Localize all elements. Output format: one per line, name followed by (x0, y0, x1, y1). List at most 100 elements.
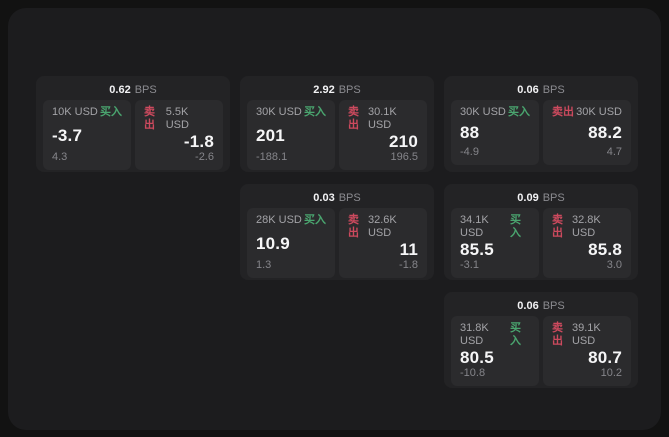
buy-amount: 31.8K USD (460, 322, 489, 347)
buy-tile[interactable]: 31.8K USD 买入 80.5 -10.8 (451, 316, 539, 386)
quote-card-body: 30K USD 买入 88 -4.9 卖出 30K USD 88.2 4.7 (451, 100, 631, 165)
bps-value: 2.92 (313, 84, 335, 96)
sell-amount: 39.1K USD (571, 322, 601, 347)
bps-value: 0.03 (313, 192, 335, 204)
buy-tile[interactable]: 34.1K USD 买入 85.5 -3.1 (451, 208, 539, 278)
buy-sub-value: -3.1 (460, 259, 479, 271)
bps-header: 2.92 BPS (247, 81, 427, 100)
bps-header: 0.62 BPS (43, 81, 223, 100)
buy-label: 买入 (304, 214, 326, 226)
bps-value: 0.09 (517, 192, 539, 204)
sell-amount: 30K USD (576, 106, 622, 118)
sell-price: 11 (399, 240, 418, 259)
sell-tile[interactable]: 卖出 30.1K USD 210 196.5 (339, 100, 427, 170)
sell-price: 80.7 (588, 348, 622, 367)
sell-amount: 30.1K USD (367, 106, 397, 131)
sell-sub-value: 4.7 (606, 146, 622, 158)
buy-price: 88 (460, 123, 480, 142)
sell-label: 卖出 (552, 106, 574, 118)
bps-value: 0.62 (109, 84, 131, 96)
bps-header: 0.09 BPS (451, 189, 631, 208)
bps-value: 0.06 (517, 300, 539, 312)
buy-tile[interactable]: 28K USD 买入 10.9 1.3 (247, 208, 335, 278)
buy-tile[interactable]: 30K USD 买入 201 -188.1 (247, 100, 335, 170)
sell-label: 卖出 (552, 214, 563, 239)
sell-tile[interactable]: 卖出 5.5K USD -1.8 -2.6 (135, 100, 223, 170)
buy-price: 85.5 (460, 240, 494, 259)
quote-card: 0.62 BPS 10K USD 买入 -3.7 4.3 卖出 (36, 76, 230, 172)
buy-tile-top: 31.8K USD 买入 (460, 322, 530, 348)
sell-tile-top: 卖出 5.5K USD (144, 106, 214, 132)
buy-price: 201 (256, 125, 285, 145)
quote-card-body: 10K USD 买入 -3.7 4.3 卖出 5.5K USD -1.8 -2.… (43, 100, 223, 170)
buy-tile-top: 10K USD 买入 (52, 106, 122, 119)
sell-tile[interactable]: 卖出 30K USD 88.2 4.7 (543, 100, 631, 165)
sell-sub-value: 3.0 (606, 259, 622, 271)
quote-card-body: 28K USD 买入 10.9 1.3 卖出 32.6K USD 11 -1.8 (247, 208, 427, 278)
buy-tile[interactable]: 30K USD 买入 88 -4.9 (451, 100, 539, 165)
bps-unit: BPS (542, 84, 565, 96)
sell-label: 卖出 (552, 322, 563, 347)
quote-card-grid: 0.62 BPS 10K USD 买入 -3.7 4.3 卖出 (36, 76, 638, 388)
buy-sub-value: 1.3 (256, 259, 272, 271)
bps-unit: BPS (542, 192, 565, 204)
bps-unit: BPS (338, 192, 361, 204)
sell-label: 卖出 (348, 214, 359, 239)
buy-sub-value: -4.9 (460, 146, 479, 158)
buy-amount: 10K USD (52, 106, 98, 118)
buy-tile-top: 30K USD 买入 (256, 106, 326, 119)
buy-label: 买入 (100, 106, 122, 118)
buy-label: 买入 (510, 322, 522, 347)
sell-amount: 5.5K USD (165, 106, 189, 131)
sell-tile[interactable]: 卖出 39.1K USD 80.7 10.2 (543, 316, 631, 386)
buy-tile-top: 30K USD 买入 (460, 106, 530, 119)
bps-header: 0.06 BPS (451, 81, 631, 100)
buy-tile-top: 34.1K USD 买入 (460, 214, 530, 240)
buy-amount: 28K USD (256, 214, 302, 226)
quote-card: 0.03 BPS 28K USD 买入 10.9 1.3 卖出 (240, 184, 434, 280)
buy-amount: 34.1K USD (460, 214, 489, 239)
bps-unit: BPS (134, 84, 157, 96)
sell-sub-value: 196.5 (390, 151, 418, 163)
quote-card-body: 34.1K USD 买入 85.5 -3.1 卖出 32.8K USD 85.8… (451, 208, 631, 278)
main-panel: 0.62 BPS 10K USD 买入 -3.7 4.3 卖出 (8, 8, 661, 430)
sell-tile-top: 卖出 39.1K USD (552, 322, 622, 348)
sell-price: 210 (389, 132, 418, 151)
buy-price: 80.5 (460, 348, 494, 367)
buy-price: -3.7 (52, 125, 83, 145)
buy-label: 买入 (510, 214, 522, 239)
sell-tile-top: 卖出 30.1K USD (348, 106, 418, 132)
sell-label: 卖出 (144, 106, 155, 131)
bps-value: 0.06 (517, 84, 539, 96)
bps-unit: BPS (542, 300, 565, 312)
sell-sub-value: -1.8 (399, 259, 418, 271)
sell-sub-value: -2.6 (195, 151, 214, 163)
buy-sub-value: -188.1 (256, 151, 288, 163)
sell-price: 85.8 (588, 240, 622, 259)
buy-amount: 30K USD (256, 106, 302, 118)
sell-tile[interactable]: 卖出 32.6K USD 11 -1.8 (339, 208, 427, 278)
sell-price: -1.8 (183, 132, 214, 151)
quote-card-body: 31.8K USD 买入 80.5 -10.8 卖出 39.1K USD 80.… (451, 316, 631, 386)
sell-tile[interactable]: 卖出 32.8K USD 85.8 3.0 (543, 208, 631, 278)
buy-sub-value: 4.3 (52, 151, 68, 163)
quote-card: 0.09 BPS 34.1K USD 买入 85.5 -3.1 卖出 (444, 184, 638, 280)
buy-sub-value: -10.8 (460, 367, 486, 379)
buy-amount: 30K USD (460, 106, 506, 118)
buy-tile-top: 28K USD 买入 (256, 214, 326, 227)
sell-label: 卖出 (348, 106, 359, 131)
sell-amount: 32.8K USD (571, 214, 601, 239)
sell-tile-top: 卖出 32.6K USD (348, 214, 418, 240)
sell-sub-value: 10.2 (600, 367, 622, 379)
buy-label: 买入 (508, 106, 530, 118)
sell-tile-top: 卖出 32.8K USD (552, 214, 622, 240)
bps-header: 0.06 BPS (451, 297, 631, 316)
bps-unit: BPS (338, 84, 361, 96)
sell-amount: 32.6K USD (367, 214, 397, 239)
buy-price: 10.9 (256, 233, 290, 253)
quote-card-body: 30K USD 买入 201 -188.1 卖出 30.1K USD 210 1… (247, 100, 427, 170)
quote-card: 2.92 BPS 30K USD 买入 201 -188.1 卖出 (240, 76, 434, 172)
buy-label: 买入 (304, 106, 326, 118)
buy-tile[interactable]: 10K USD 买入 -3.7 4.3 (43, 100, 131, 170)
